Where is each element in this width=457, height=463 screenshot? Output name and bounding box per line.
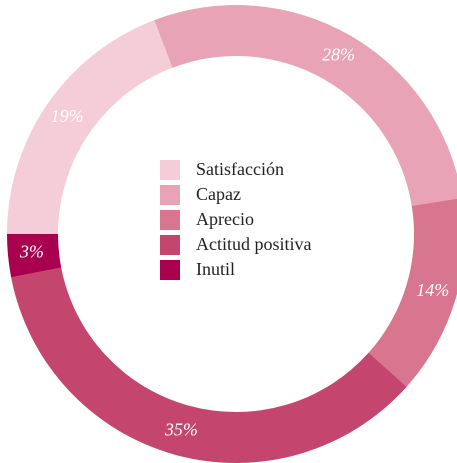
- value-label: 3%: [19, 242, 44, 262]
- donut-segment: [7, 234, 62, 278]
- legend-label: Capaz: [196, 184, 241, 204]
- legend-label: Satisfacción: [196, 159, 284, 179]
- legend-label: Inutil: [196, 259, 235, 279]
- donut-segment: [7, 20, 173, 234]
- value-label: 14%: [416, 280, 449, 300]
- value-label: 19%: [51, 106, 84, 126]
- legend-swatch: [160, 210, 180, 230]
- legend-label: Aprecio: [196, 209, 254, 229]
- value-label: 35%: [164, 420, 198, 440]
- value-label: 28%: [322, 45, 355, 65]
- legend-swatch: [160, 185, 180, 205]
- legend-label: Actitud positiva: [196, 234, 312, 254]
- donut-segment: [154, 5, 457, 206]
- legend-swatch: [160, 260, 180, 280]
- legend-swatch: [160, 160, 180, 180]
- legend-swatch: [160, 235, 180, 255]
- donut-segment: [368, 198, 457, 387]
- donut-segment: [11, 267, 407, 463]
